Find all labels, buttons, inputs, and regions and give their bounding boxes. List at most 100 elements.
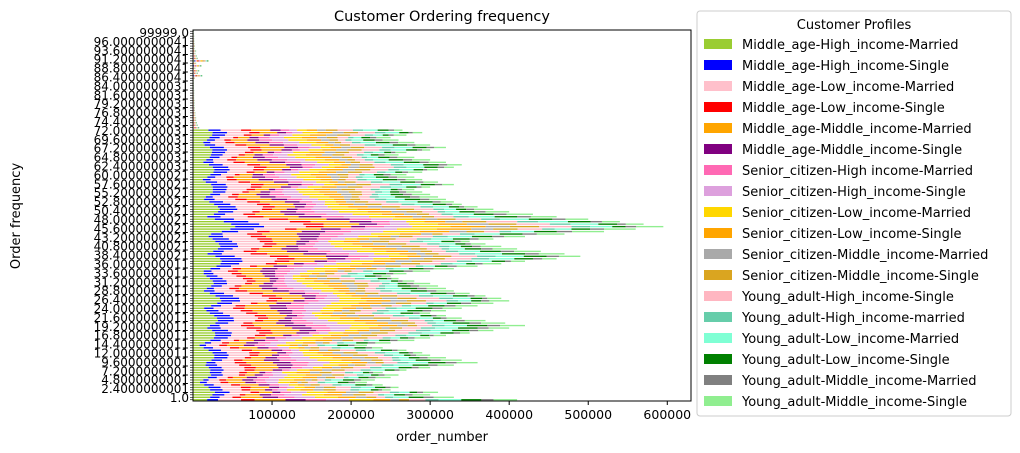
bar-segment bbox=[426, 248, 442, 250]
bar-segment bbox=[411, 248, 427, 250]
bar-segment bbox=[385, 386, 391, 389]
bar-segment bbox=[348, 376, 359, 379]
bar-segment bbox=[201, 60, 203, 62]
bar-segment bbox=[349, 218, 372, 220]
bar-segment bbox=[368, 285, 379, 287]
bar-segment bbox=[247, 233, 263, 235]
bar-segment bbox=[241, 324, 255, 327]
bar-segment bbox=[373, 243, 388, 245]
bar-segment bbox=[388, 255, 408, 257]
bar-segment bbox=[366, 396, 377, 398]
bar-segment bbox=[359, 223, 378, 225]
bar-segment bbox=[240, 384, 259, 386]
bar-segment bbox=[323, 386, 336, 389]
bar-segment bbox=[238, 374, 246, 376]
bar-segment bbox=[366, 268, 377, 270]
bar-segment bbox=[284, 394, 303, 396]
bar-segment bbox=[284, 317, 293, 319]
bar-segment bbox=[275, 295, 302, 297]
bar-segment bbox=[211, 183, 226, 186]
bar-segment bbox=[407, 324, 417, 327]
bar-segment bbox=[420, 263, 441, 265]
bar-segment bbox=[193, 164, 210, 166]
bar-segment bbox=[295, 206, 305, 208]
bar-segment bbox=[297, 381, 302, 384]
bar-segment bbox=[378, 374, 385, 376]
bar-segment bbox=[290, 357, 310, 359]
bar-segment bbox=[259, 391, 273, 394]
bar-segment bbox=[302, 131, 318, 134]
bar-segment bbox=[246, 275, 265, 277]
bar-segment bbox=[357, 178, 367, 181]
bar-segment bbox=[386, 198, 405, 201]
bar-segment bbox=[207, 216, 221, 218]
bar-segment bbox=[269, 386, 280, 389]
bar-segment bbox=[231, 223, 260, 225]
bar-segment bbox=[355, 381, 367, 384]
bar-segment bbox=[433, 302, 447, 304]
bar-segment bbox=[338, 364, 349, 366]
bar-segment bbox=[392, 218, 413, 220]
bar-segment bbox=[223, 201, 248, 203]
bar-segment bbox=[210, 389, 223, 391]
bar-segment bbox=[241, 399, 255, 401]
bar-segment bbox=[326, 324, 352, 327]
bar-segment bbox=[217, 181, 239, 183]
bar-segment bbox=[344, 238, 357, 240]
y-tick-label: 69.6000000031 bbox=[94, 133, 189, 147]
bar-segment bbox=[297, 129, 307, 131]
bar-segment bbox=[313, 280, 330, 282]
bar-segment bbox=[345, 178, 358, 181]
bar-segment bbox=[352, 357, 365, 359]
bar-segment bbox=[349, 265, 372, 267]
bar-segment bbox=[220, 245, 239, 248]
bar-segment bbox=[369, 238, 380, 240]
bar-segment bbox=[345, 292, 356, 295]
bar-segment bbox=[367, 354, 384, 356]
bar-segment bbox=[287, 183, 302, 186]
bar-segment bbox=[272, 354, 280, 356]
bar-segment bbox=[193, 275, 207, 277]
bar-segment bbox=[246, 188, 256, 191]
bar-segment bbox=[369, 327, 382, 329]
bar-segment bbox=[347, 186, 363, 188]
legend-label: Middle_age-Middle_income-Married bbox=[742, 122, 972, 137]
bar-segment bbox=[388, 176, 398, 178]
bar-segment bbox=[225, 183, 251, 186]
bar-segment bbox=[389, 141, 399, 144]
bar-segment bbox=[358, 302, 382, 304]
bar-segment bbox=[202, 178, 211, 181]
bar-segment bbox=[326, 255, 349, 257]
bar-segment bbox=[403, 270, 413, 272]
bar-segment bbox=[394, 216, 413, 218]
bar-segment bbox=[346, 183, 357, 186]
bar-segment bbox=[340, 354, 354, 356]
bar-segment bbox=[269, 188, 276, 191]
bar-segment bbox=[378, 292, 398, 295]
bar-segment bbox=[302, 342, 316, 344]
bar-segment bbox=[296, 359, 318, 361]
bar-segment bbox=[193, 285, 212, 287]
bar-segment bbox=[444, 305, 456, 307]
bar-segment bbox=[193, 216, 208, 218]
bar-segment bbox=[397, 349, 407, 351]
bar-segment bbox=[337, 344, 349, 347]
bar-segment bbox=[276, 263, 294, 265]
bar-segment bbox=[212, 238, 229, 240]
bar-segment bbox=[487, 297, 502, 300]
bar-segment bbox=[241, 258, 278, 260]
bar-segment bbox=[367, 211, 392, 213]
bar-segment bbox=[297, 369, 310, 371]
bar-segment bbox=[316, 181, 330, 183]
legend-swatch bbox=[704, 291, 732, 301]
bar-segment bbox=[314, 268, 338, 270]
bar-segment bbox=[380, 208, 397, 210]
bar-segment bbox=[288, 139, 307, 141]
bar-segment bbox=[281, 248, 299, 250]
bar-segment bbox=[471, 300, 482, 302]
bar-segment bbox=[303, 178, 321, 181]
bar-segment bbox=[292, 327, 312, 329]
bar-segment bbox=[372, 270, 390, 272]
bar-segment bbox=[426, 287, 446, 290]
bar-segment bbox=[321, 139, 330, 141]
